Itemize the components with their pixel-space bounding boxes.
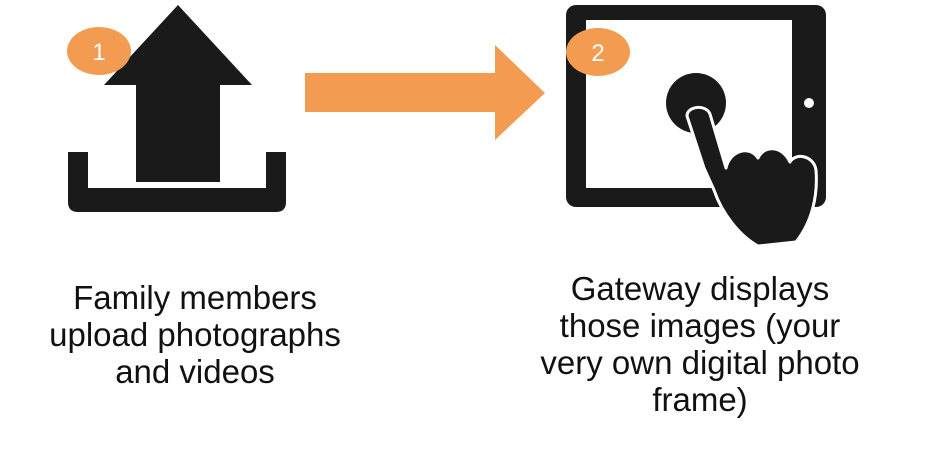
step-2-caption-line: Gateway displays (570, 270, 830, 307)
tablet-home-button (804, 98, 814, 108)
step-2-caption-line: frame) (652, 381, 748, 418)
step-2-badge: 2 (566, 28, 630, 76)
step-1-caption-line: Family members (73, 279, 317, 316)
tablet-touch-icon (566, 5, 826, 248)
step-2-caption: Gateway displays those images (your very… (490, 270, 910, 418)
step-1-caption-line: and videos (115, 353, 275, 390)
step-2-caption-line: those images (your (559, 307, 841, 344)
hand-shape (685, 106, 818, 248)
upload-icon (68, 5, 286, 212)
upload-tray-shape (68, 152, 286, 212)
connector-arrow (305, 45, 545, 140)
step-1-number: 1 (92, 39, 105, 66)
step-2-number: 2 (591, 40, 604, 67)
upload-arrow-shape (104, 5, 252, 182)
step-1-caption: Family members upload photographs and vi… (0, 279, 390, 390)
step-2-caption-line: very own digital photo (540, 344, 860, 381)
step-1-badge: 1 (67, 27, 131, 75)
step-1-caption-line: upload photographs (49, 316, 341, 353)
